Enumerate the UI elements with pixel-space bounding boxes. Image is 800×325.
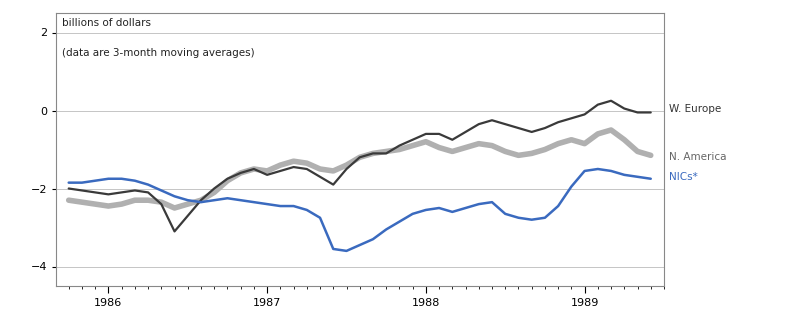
Text: W. Europe: W. Europe [669, 104, 721, 114]
Text: NICs*: NICs* [669, 172, 698, 182]
Text: N. America: N. America [669, 152, 726, 162]
Text: (data are 3-month moving averages): (data are 3-month moving averages) [62, 48, 254, 58]
Text: billions of dollars: billions of dollars [62, 19, 151, 29]
